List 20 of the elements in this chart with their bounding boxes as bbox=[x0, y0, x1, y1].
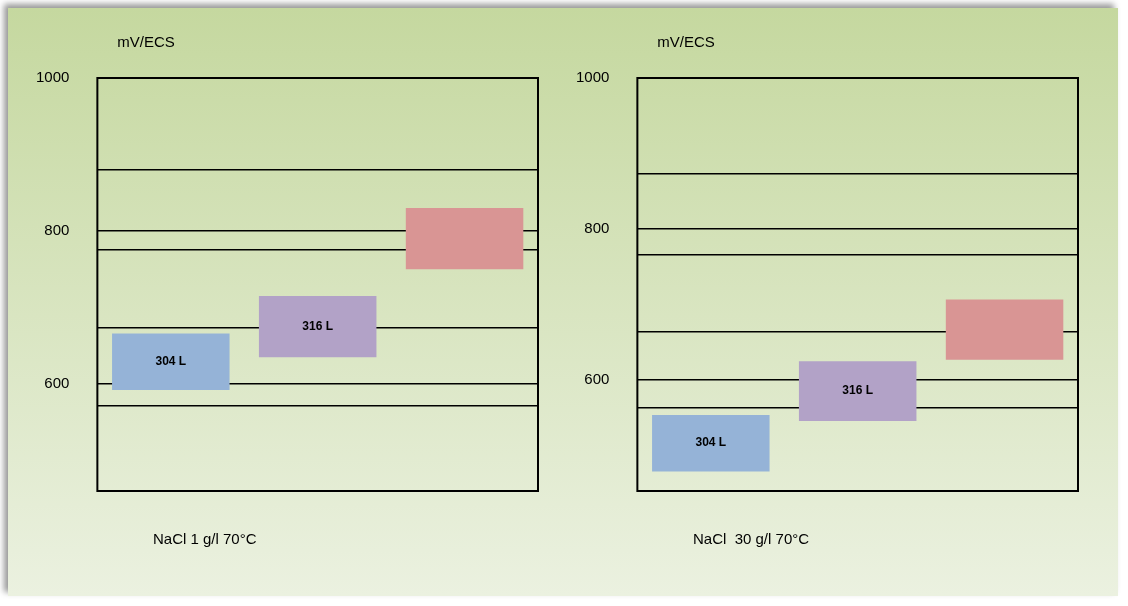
y-tick-label: 600 bbox=[44, 374, 70, 392]
bar bbox=[798, 361, 917, 421]
y-tick-label: 800 bbox=[44, 221, 70, 239]
bar bbox=[945, 299, 1064, 360]
y-axis-title: mV/ECS bbox=[117, 33, 175, 51]
text: NaCl 1 g/l 70°C bbox=[153, 530, 258, 547]
x-tick-label: 316 L bbox=[842, 383, 874, 398]
bar bbox=[652, 414, 770, 472]
y-tick-label: 600 bbox=[584, 369, 610, 387]
y-tick-label: 1000 bbox=[575, 68, 610, 86]
y-axis-title: mV/ECS bbox=[657, 33, 715, 51]
bar bbox=[405, 208, 524, 270]
bar bbox=[112, 333, 230, 391]
y-tick-label: 1000 bbox=[35, 68, 70, 86]
text: NaCl 30 g/l 70°C bbox=[693, 530, 811, 547]
y-tick-label: 800 bbox=[584, 218, 610, 236]
bar bbox=[258, 295, 377, 358]
x-tick-label: 316 L bbox=[302, 318, 334, 333]
x-tick-label: 304 L bbox=[155, 354, 187, 369]
x-tick-label: 304 L bbox=[695, 435, 727, 450]
